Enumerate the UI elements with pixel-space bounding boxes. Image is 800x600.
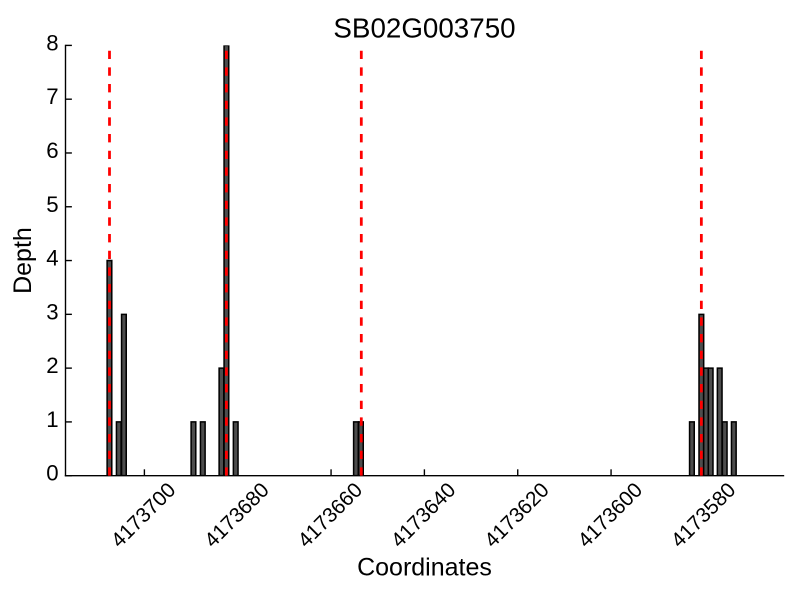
- svg-text:Depth: Depth: [9, 227, 37, 294]
- svg-text:0: 0: [46, 461, 58, 486]
- svg-text:Coordinates: Coordinates: [357, 553, 492, 581]
- svg-text:SB02G003750: SB02G003750: [333, 12, 515, 43]
- svg-text:8: 8: [46, 30, 58, 55]
- svg-text:7: 7: [46, 84, 58, 109]
- svg-text:3: 3: [46, 299, 58, 324]
- svg-text:1: 1: [46, 407, 58, 432]
- svg-text:5: 5: [46, 192, 58, 217]
- svg-text:4: 4: [46, 246, 58, 271]
- svg-text:2: 2: [46, 353, 58, 378]
- svg-text:6: 6: [46, 138, 58, 163]
